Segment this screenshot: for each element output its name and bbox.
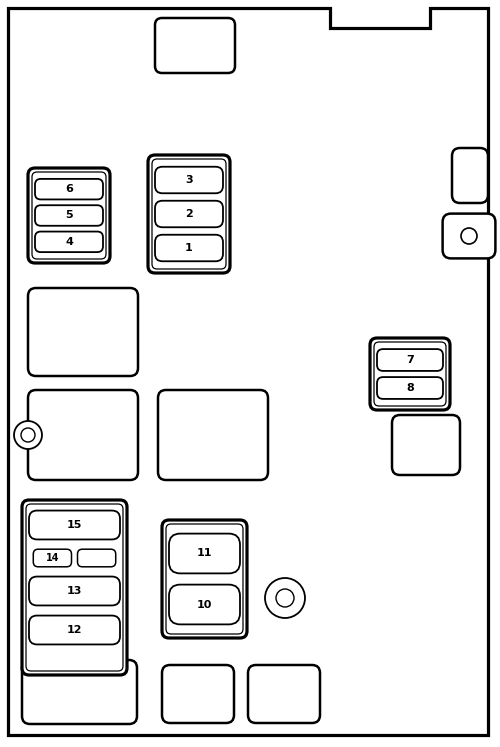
Circle shape	[14, 421, 42, 449]
FancyBboxPatch shape	[248, 665, 320, 723]
Circle shape	[265, 578, 305, 618]
FancyBboxPatch shape	[28, 288, 138, 376]
FancyBboxPatch shape	[28, 168, 110, 263]
FancyBboxPatch shape	[377, 377, 443, 399]
FancyBboxPatch shape	[374, 342, 446, 406]
FancyBboxPatch shape	[29, 577, 120, 606]
Text: 12: 12	[67, 625, 82, 635]
FancyBboxPatch shape	[35, 232, 103, 252]
FancyBboxPatch shape	[148, 155, 230, 273]
Text: 5: 5	[65, 211, 73, 220]
FancyBboxPatch shape	[155, 167, 223, 193]
FancyBboxPatch shape	[162, 665, 234, 723]
FancyBboxPatch shape	[78, 549, 116, 567]
FancyBboxPatch shape	[35, 179, 103, 199]
FancyBboxPatch shape	[166, 524, 243, 634]
Polygon shape	[8, 8, 488, 735]
FancyBboxPatch shape	[152, 159, 226, 269]
FancyBboxPatch shape	[452, 148, 488, 203]
FancyBboxPatch shape	[34, 549, 72, 567]
FancyBboxPatch shape	[155, 18, 235, 73]
FancyBboxPatch shape	[377, 349, 443, 371]
FancyBboxPatch shape	[22, 660, 137, 724]
FancyBboxPatch shape	[392, 415, 460, 475]
FancyBboxPatch shape	[155, 235, 223, 261]
FancyBboxPatch shape	[26, 504, 123, 671]
FancyBboxPatch shape	[35, 205, 103, 226]
Text: 1: 1	[185, 243, 193, 253]
Text: 3: 3	[185, 175, 193, 185]
Circle shape	[461, 228, 477, 244]
Text: 7: 7	[406, 355, 414, 365]
FancyBboxPatch shape	[169, 533, 240, 574]
Text: 6: 6	[65, 185, 73, 194]
FancyBboxPatch shape	[28, 390, 138, 480]
FancyBboxPatch shape	[442, 214, 496, 258]
Circle shape	[276, 589, 294, 607]
FancyBboxPatch shape	[155, 201, 223, 227]
Text: 10: 10	[197, 600, 212, 610]
Text: 13: 13	[67, 586, 82, 596]
Text: 8: 8	[406, 383, 414, 393]
FancyBboxPatch shape	[169, 585, 240, 624]
FancyBboxPatch shape	[29, 510, 120, 539]
Circle shape	[21, 428, 35, 442]
FancyBboxPatch shape	[162, 520, 247, 638]
Text: 14: 14	[46, 553, 59, 563]
Text: 4: 4	[65, 237, 73, 247]
FancyBboxPatch shape	[158, 390, 268, 480]
Text: 2: 2	[185, 209, 193, 219]
FancyBboxPatch shape	[29, 616, 120, 645]
FancyBboxPatch shape	[370, 338, 450, 410]
FancyBboxPatch shape	[22, 500, 127, 675]
Text: 15: 15	[67, 520, 82, 530]
FancyBboxPatch shape	[32, 172, 106, 259]
Text: 11: 11	[197, 548, 212, 559]
